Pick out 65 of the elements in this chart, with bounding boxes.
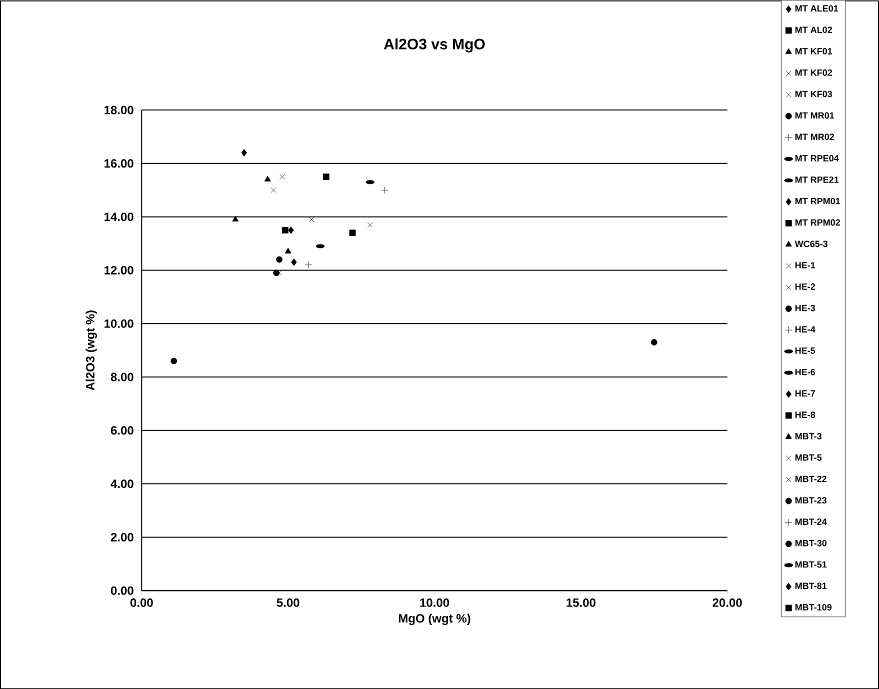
legend-label: HE-5 — [795, 347, 816, 354]
point — [170, 358, 178, 364]
point — [349, 230, 356, 236]
legend-label: MBT-30 — [795, 540, 827, 546]
legend-label: MT KF01 — [795, 48, 832, 54]
y-tick-label: 10.00 — [104, 319, 134, 328]
y-tick-label: 0.00 — [110, 586, 134, 595]
legend-label: MBT-22 — [795, 476, 827, 482]
legend-label: MBT-23 — [795, 497, 827, 504]
legend-label: MBT-5 — [795, 454, 822, 461]
legend-label: HE-1 — [795, 262, 816, 268]
y-tick-label: 2.00 — [110, 532, 134, 542]
legend-label: MBT-51 — [795, 561, 827, 568]
point — [291, 258, 297, 266]
y-tick-label: 14.00 — [104, 212, 134, 221]
chart-title: Al2O3 vs MgO — [384, 38, 485, 52]
legend-label: MT RPM01 — [795, 198, 840, 204]
x-axis-title: MgO (wgt %) — [398, 614, 470, 625]
y-axis-title: Al2O3 (wgt %) — [86, 310, 97, 390]
legend-label: HE-8 — [795, 412, 816, 418]
y-tick-label: 18.00 — [104, 106, 134, 114]
point — [288, 226, 294, 234]
legend-label: MT KF03 — [795, 90, 832, 98]
x-tick-label: 15.00 — [566, 598, 596, 607]
legend-label: HE-3 — [795, 304, 816, 312]
point — [273, 270, 280, 276]
legend-label: MBT-81 — [795, 582, 827, 589]
point — [322, 173, 330, 180]
legend-label: MT RPE04 — [795, 154, 839, 162]
legend-label: MT KF02 — [795, 69, 832, 76]
legend-label: MT ALE01 — [795, 5, 838, 12]
legend-label: HE-4 — [795, 326, 816, 332]
point — [232, 216, 239, 222]
legend-label: MT MR01 — [795, 112, 834, 119]
y-tick-label: 6.00 — [110, 426, 134, 435]
point — [280, 174, 285, 180]
legend-label: WC65-3 — [794, 240, 828, 247]
y-tick-label: 16.00 — [104, 159, 134, 168]
point — [276, 256, 282, 263]
legend-label: MT RPM02 — [795, 219, 840, 226]
y-tick-label: 12.00 — [104, 266, 134, 274]
legend-label: MBT-109 — [795, 604, 832, 610]
legend-label: HE-7 — [795, 390, 815, 396]
legend-label: MT AL02 — [795, 26, 832, 33]
point — [381, 186, 388, 194]
x-tick-label: 0.00 — [130, 598, 153, 607]
point — [650, 339, 658, 346]
legend-label: MBT-3 — [795, 432, 822, 440]
point — [284, 248, 292, 254]
legend-label: MT RPE21 — [795, 176, 839, 183]
point — [270, 187, 276, 193]
point — [282, 226, 288, 234]
x-tick-label: 5.00 — [276, 598, 300, 607]
y-tick-label: 4.00 — [110, 479, 134, 488]
legend-label: MT MR02 — [795, 134, 834, 140]
point — [241, 148, 247, 156]
x-tick-label: 10.00 — [420, 598, 450, 607]
point — [367, 222, 373, 228]
legend-label: HE-2 — [795, 283, 815, 290]
x-tick-label: 20.00 — [712, 598, 742, 607]
point — [264, 176, 271, 182]
legend-label: HE-6 — [795, 368, 816, 376]
y-tick-label: 8.00 — [110, 372, 134, 382]
legend-label: MBT-24 — [795, 518, 827, 525]
point — [304, 261, 312, 268]
